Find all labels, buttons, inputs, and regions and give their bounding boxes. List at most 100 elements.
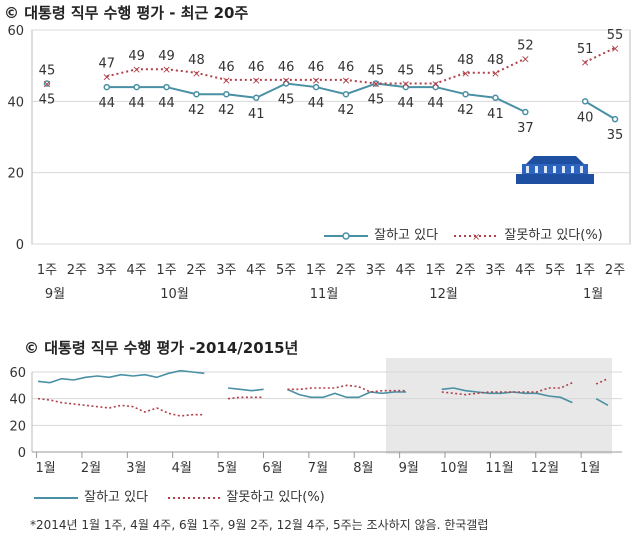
approve-data-label: 37 bbox=[517, 121, 534, 136]
approve-data-label: 42 bbox=[188, 103, 205, 118]
small-x-month-label: 12월 bbox=[531, 461, 560, 476]
main-y-tick-label: 0 bbox=[16, 238, 24, 253]
footnote: *2014년 1월 1주, 4월 4주, 6월 1주, 9월 2주, 12월 4… bbox=[30, 518, 489, 532]
approve-point bbox=[402, 83, 409, 91]
disapprove-point: × bbox=[461, 67, 470, 80]
approve-data-label: 42 bbox=[218, 103, 235, 118]
approve-point bbox=[103, 83, 110, 91]
approve-data-label: 44 bbox=[98, 96, 115, 111]
main-chart-title: © 대통령 직무 수행 평가 - 최근 20주 bbox=[4, 4, 249, 22]
main-x-week-label: 4주 bbox=[515, 263, 535, 278]
small-legend: 잘하고 있다 잘못하고 있다(%) bbox=[32, 486, 325, 505]
disapprove-point: × bbox=[431, 78, 440, 91]
approve-data-label: 44 bbox=[308, 96, 325, 111]
main-x-week-label: 2주 bbox=[455, 263, 475, 278]
disapprove-data-label: 49 bbox=[158, 49, 175, 64]
disapprove-line bbox=[106, 46, 616, 85]
small-y-tick-label: 40 bbox=[9, 393, 26, 408]
small-x-month-label: 5월 bbox=[217, 461, 237, 476]
approve-point bbox=[253, 94, 260, 102]
main-x-week-label: 4주 bbox=[127, 263, 147, 278]
disapprove-data-label: 45 bbox=[427, 64, 444, 79]
small-y-tick-label: 0 bbox=[18, 446, 26, 461]
disapprove-point: × bbox=[581, 56, 590, 69]
disapprove-data-label: 47 bbox=[98, 56, 115, 71]
main-x-week-label: 2주 bbox=[605, 263, 625, 278]
main-legend: 잘하고 있다 × 잘못하고 있다(%) bbox=[322, 224, 603, 243]
approve-data-label: 42 bbox=[457, 103, 474, 118]
approve-data-label: 45 bbox=[39, 93, 56, 108]
approve-data-label: 44 bbox=[397, 96, 414, 111]
approve-point bbox=[43, 80, 51, 87]
disapprove-point: × bbox=[521, 53, 530, 66]
main-x-week-label: 1주 bbox=[37, 263, 57, 278]
small-legend-disapprove-label: 잘못하고 있다(%) bbox=[226, 490, 325, 505]
main-x-month-label: 10월 bbox=[160, 287, 189, 302]
main-x-week-label: 3주 bbox=[216, 263, 236, 278]
legend-disapprove-label: 잘못하고 있다(%) bbox=[504, 228, 603, 243]
blue-house-icon bbox=[516, 156, 594, 184]
disapprove-point: × bbox=[371, 78, 380, 91]
small-legend-disapprove-swatch bbox=[168, 496, 221, 499]
approve-point bbox=[342, 90, 350, 98]
main-x-week-label: 4주 bbox=[246, 263, 266, 278]
main-x-week-label: 3주 bbox=[485, 263, 505, 278]
main-x-week-label: 4주 bbox=[396, 263, 416, 278]
svg-text:×: × bbox=[472, 232, 480, 242]
disapprove-data-label: 48 bbox=[487, 53, 504, 68]
approve-point bbox=[133, 83, 140, 91]
small-x-month-label: 11월 bbox=[485, 461, 514, 476]
main-y-tick-label: 60 bbox=[7, 24, 24, 39]
disapprove-data-label: 52 bbox=[517, 39, 534, 54]
approve-point bbox=[581, 98, 589, 105]
disapprove-point: × bbox=[42, 78, 51, 91]
main-y-tick-label: 40 bbox=[7, 95, 24, 110]
approve-data-label: 41 bbox=[487, 107, 504, 122]
approve-point bbox=[193, 90, 200, 98]
disapprove-data-label: 46 bbox=[278, 60, 295, 75]
approve-point bbox=[522, 108, 529, 116]
approve-data-label: 45 bbox=[368, 93, 385, 108]
small-x-month-label: 6월 bbox=[262, 461, 282, 476]
disapprove-data-label: 51 bbox=[577, 42, 594, 57]
small-x-month-label: 1월 bbox=[35, 461, 55, 476]
disapprove-point: × bbox=[132, 63, 141, 76]
approve-point bbox=[163, 83, 170, 91]
disapprove-point: × bbox=[341, 74, 350, 87]
disapprove-point: × bbox=[192, 67, 201, 80]
small-x-month-label: 2월 bbox=[81, 461, 101, 476]
disapprove-point: × bbox=[222, 74, 231, 87]
disapprove-data-label: 55 bbox=[607, 28, 624, 43]
main-x-week-label: 1주 bbox=[426, 263, 446, 278]
disapprove-data-label: 46 bbox=[218, 60, 235, 75]
small-y-tick-label: 60 bbox=[9, 366, 26, 381]
legend-approve-swatch bbox=[324, 231, 368, 240]
disapprove-point: × bbox=[282, 74, 291, 87]
disapprove-point: × bbox=[311, 74, 320, 87]
main-y-tick-label: 20 bbox=[7, 167, 24, 182]
disapprove-point: × bbox=[491, 67, 500, 80]
disapprove-point: × bbox=[610, 42, 619, 55]
disapprove-data-label: 46 bbox=[308, 60, 325, 75]
main-x-month-label: 1월 bbox=[583, 287, 603, 302]
disapprove-point: × bbox=[401, 78, 410, 91]
main-x-week-label: 2주 bbox=[336, 263, 356, 278]
approve-data-label: 40 bbox=[577, 110, 594, 125]
approve-data-label: 42 bbox=[338, 103, 355, 118]
main-x-week-label: 5주 bbox=[545, 263, 565, 278]
small-chart: 0 20 40 60 1월 2월 3월 4월 5월 6월 7월 8월 9월 10월 11월 12월 1월 bbox=[9, 358, 622, 476]
disapprove-data-label: 45 bbox=[39, 64, 56, 79]
highlight-span bbox=[386, 358, 612, 454]
main-x-week-label: 3주 bbox=[97, 263, 117, 278]
small-x-month-label: 10월 bbox=[440, 461, 469, 476]
small-x-month-label: 8월 bbox=[353, 461, 373, 476]
approve-data-label: 44 bbox=[427, 96, 444, 111]
approve-point bbox=[432, 83, 439, 91]
main-chart: 0 20 40 60 1주 2주 3주 4주 1주 2주 3주 4주 5주 1주 2주 3주 4주 1주 2주 3주 4… bbox=[7, 24, 631, 302]
approve-point bbox=[462, 90, 469, 98]
approve-point bbox=[611, 115, 619, 123]
main-x-week-label: 1주 bbox=[156, 263, 176, 278]
small-x-month-label: 3월 bbox=[126, 461, 146, 476]
approve-data-label: 45 bbox=[278, 93, 295, 108]
main-x-week-label: 1주 bbox=[306, 263, 326, 278]
